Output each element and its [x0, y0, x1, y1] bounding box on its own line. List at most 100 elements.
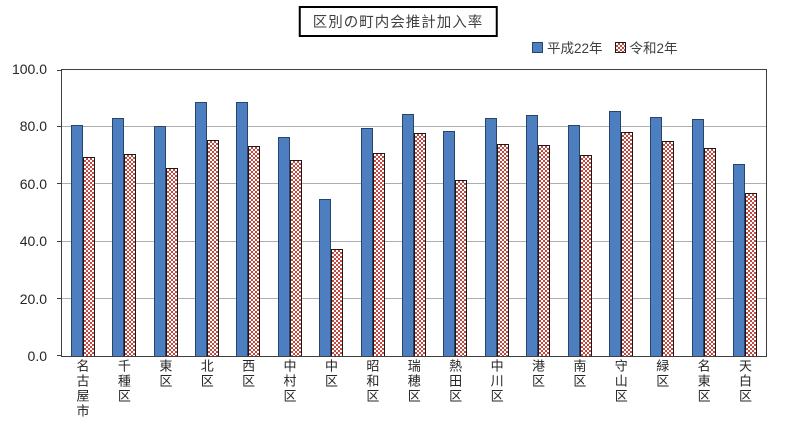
bar-h22-4 [194, 102, 207, 356]
bar-r2-9 [413, 133, 426, 356]
bar-group [269, 70, 310, 356]
x-tick-label: 南区 [558, 359, 599, 443]
x-tick-label-text: 港区 [529, 359, 545, 389]
bar-h22-9 [401, 114, 414, 356]
x-tick-label: 北区 [185, 359, 226, 443]
x-tick-label: 東区 [144, 359, 185, 443]
x-tick-label-text: 守山区 [612, 359, 628, 404]
bar-h22-13 [567, 125, 580, 356]
bar-r2-1 [82, 156, 95, 356]
bar-r2-13 [579, 155, 592, 356]
x-tick-label: 千種区 [102, 359, 143, 443]
bar-r2-17 [745, 193, 758, 356]
bar-group [476, 70, 517, 356]
y-axis-tick [57, 297, 61, 299]
x-tick-label: 名東区 [682, 359, 723, 443]
bar-h22-1 [70, 125, 83, 356]
y-tick-label: 80.0 [19, 118, 47, 135]
x-tick-label: 中村区 [268, 359, 309, 443]
bar-h22-12 [526, 115, 539, 356]
x-tick-label-text: 緑区 [654, 359, 670, 389]
legend-item-heisei22: 平成22年 [532, 37, 603, 57]
bar-h22-15 [650, 117, 663, 356]
bar-group [725, 70, 766, 356]
x-tick-label: 西区 [227, 359, 268, 443]
x-tick-label-text: 昭和区 [364, 359, 380, 404]
bar-r2-15 [662, 140, 675, 356]
x-tick-label: 熱田区 [434, 359, 475, 443]
y-tick-label: 0.0 [27, 348, 47, 364]
bar-group [517, 70, 558, 356]
bar-r2-7 [331, 249, 344, 356]
legend-item-reiwa2: 令和2年 [614, 37, 678, 57]
y-axis-tick [57, 70, 61, 71]
x-tick-label: 中川区 [475, 359, 516, 443]
x-tick-label: 名古屋市 [61, 359, 102, 443]
x-tick-label-text: 名古屋市 [74, 359, 90, 419]
x-tick-label-text: 北区 [198, 359, 214, 389]
bar-group [186, 70, 227, 356]
bar-r2-2 [124, 153, 137, 356]
y-tick-label: 60.0 [19, 175, 47, 192]
bar-h22-6 [277, 136, 290, 356]
legend: 平成22年 令和2年 [532, 37, 678, 57]
bar-group [103, 70, 144, 356]
bar-group [600, 70, 641, 356]
bar-r2-12 [538, 144, 551, 356]
x-tick-label-text: 西区 [240, 359, 256, 389]
bar-group [62, 70, 103, 356]
bar-r2-11 [496, 144, 509, 356]
bar-r2-4 [206, 140, 219, 356]
legend-label-heisei22: 平成22年 [547, 41, 603, 56]
y-axis-tick [57, 183, 61, 185]
bar-h22-16 [691, 119, 704, 356]
bar-group [683, 70, 724, 356]
bar-r2-6 [289, 159, 302, 356]
bar-h22-17 [733, 163, 746, 356]
x-tick-label: 瑞穂区 [392, 359, 433, 443]
x-tick-label: 昭和区 [351, 359, 392, 443]
x-tick-label-text: 名東区 [695, 359, 711, 404]
bars-container [62, 70, 766, 356]
bar-h22-14 [608, 111, 621, 356]
x-tick-label-text: 天白区 [737, 359, 753, 404]
legend-swatch-heisei22-icon [532, 41, 543, 53]
x-tick-label-text: 中村区 [281, 359, 297, 404]
bar-r2-10 [455, 180, 468, 356]
bar-h22-10 [443, 130, 456, 356]
bar-group [642, 70, 683, 356]
gridline [62, 126, 766, 128]
x-axis-labels: 名古屋市 千種区 東区 北区 西区 中村区 中区 昭和区 瑞穂区 熱田区 中川区 港区 南区 守山区 緑区名… [61, 359, 765, 443]
y-axis-tick [57, 355, 61, 356]
legend-label-reiwa2: 令和2年 [629, 41, 678, 56]
bar-h22-11 [484, 118, 497, 356]
x-tick-label: 緑区 [641, 359, 682, 443]
legend-swatch-reiwa2-icon [614, 41, 626, 53]
x-tick-label-text: 中川区 [488, 359, 504, 404]
bar-r2-3 [165, 167, 178, 356]
x-tick-label-text: 中区 [322, 359, 338, 389]
bar-h22-2 [112, 117, 125, 356]
bar-group [393, 70, 434, 356]
y-axis-tick [57, 240, 61, 242]
bar-r2-14 [620, 131, 633, 356]
bar-r2-8 [372, 152, 385, 356]
y-axis-labels: 0.0 20.0 40.0 60.0 80.0 100.0 [0, 61, 47, 364]
x-tick-label: 中区 [309, 359, 350, 443]
x-tick-label: 天白区 [724, 359, 765, 443]
bar-h22-8 [360, 128, 373, 356]
bar-h22-3 [153, 125, 166, 356]
x-tick-label: 港区 [516, 359, 557, 443]
bar-group [559, 70, 600, 356]
bar-r2-5 [248, 145, 261, 356]
plot-area [57, 69, 767, 357]
bar-group [310, 70, 351, 356]
bar-h22-7 [319, 199, 332, 356]
x-tick-label-text: 東区 [157, 359, 173, 389]
x-tick-label-text: 南区 [571, 359, 587, 389]
bar-group [228, 70, 269, 356]
y-axis-tick [57, 126, 61, 128]
y-tick-label: 20.0 [19, 290, 47, 307]
x-tick-label-text: 千種区 [115, 359, 131, 404]
